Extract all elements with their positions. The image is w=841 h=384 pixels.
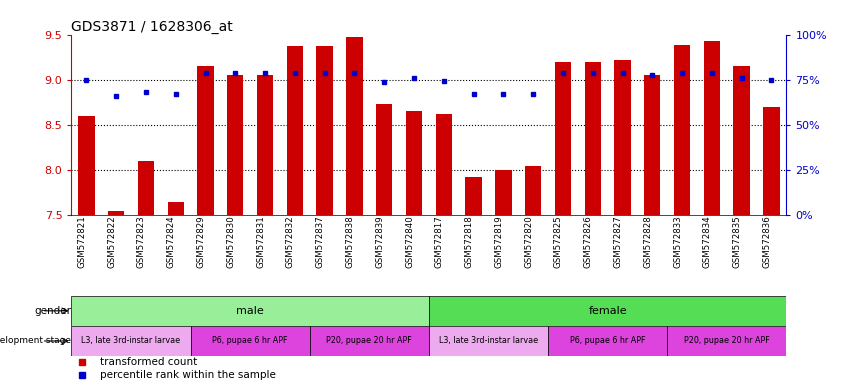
Bar [78,116,94,215]
Text: P6, pupae 6 hr APF: P6, pupae 6 hr APF [570,336,645,346]
Text: GSM572840: GSM572840 [405,215,414,268]
Text: GSM572823: GSM572823 [137,215,146,268]
Text: GSM572826: GSM572826 [584,215,593,268]
Text: P20, pupae 20 hr APF: P20, pupae 20 hr APF [326,336,412,346]
Bar [429,296,786,326]
Text: GSM572824: GSM572824 [167,215,176,268]
Text: GSM572829: GSM572829 [197,215,205,268]
Bar [287,46,303,215]
Bar [429,326,548,356]
Text: percentile rank within the sample: percentile rank within the sample [100,370,276,380]
Bar [704,41,720,215]
Text: GSM572833: GSM572833 [673,215,682,268]
Text: GSM572828: GSM572828 [643,215,653,268]
Text: GSM572827: GSM572827 [614,215,622,268]
Bar [733,66,750,215]
Text: transformed count: transformed count [100,357,198,367]
Bar [667,326,786,356]
Bar [167,202,184,215]
Text: L3, late 3rd-instar larvae: L3, late 3rd-instar larvae [439,336,538,346]
Text: P6, pupae 6 hr APF: P6, pupae 6 hr APF [213,336,288,346]
Text: GSM572839: GSM572839 [375,215,384,268]
Bar [346,37,362,215]
Text: GDS3871 / 1628306_at: GDS3871 / 1628306_at [71,20,233,33]
Text: GSM572820: GSM572820 [524,215,533,268]
Text: GSM572817: GSM572817 [435,215,444,268]
Text: male: male [236,306,264,316]
Text: GSM572830: GSM572830 [226,215,235,268]
Text: GSM572819: GSM572819 [495,215,504,268]
Bar [406,111,422,215]
Bar [644,75,660,215]
Bar [674,45,690,215]
Text: L3, late 3rd-instar larvae: L3, late 3rd-instar larvae [82,336,181,346]
Bar [138,161,154,215]
Bar [436,114,452,215]
Text: gender: gender [34,306,71,316]
Bar [584,62,601,215]
Bar [525,166,542,215]
Text: female: female [589,306,627,316]
Bar [548,326,667,356]
Text: GSM572835: GSM572835 [733,215,742,268]
Bar [309,326,429,356]
Text: GSM572832: GSM572832 [286,215,295,268]
Bar [614,60,631,215]
Text: GSM572825: GSM572825 [554,215,563,268]
Bar [316,46,333,215]
Text: GSM572834: GSM572834 [703,215,711,268]
Text: GSM572837: GSM572837 [315,215,325,268]
Text: GSM572821: GSM572821 [77,215,87,268]
Bar [465,177,482,215]
Text: GSM572831: GSM572831 [257,215,265,268]
Text: GSM572836: GSM572836 [763,215,771,268]
Text: development stage: development stage [0,336,71,346]
Bar [227,75,244,215]
Bar [495,170,511,215]
Text: GSM572838: GSM572838 [346,215,354,268]
Bar [198,66,214,215]
Bar [376,104,393,215]
Text: GSM572822: GSM572822 [107,215,116,268]
Text: GSM572818: GSM572818 [464,215,473,268]
Bar [71,326,191,356]
Bar [108,211,124,215]
Bar [764,107,780,215]
Bar [555,62,571,215]
Bar [71,296,429,326]
Text: P20, pupae 20 hr APF: P20, pupae 20 hr APF [684,336,770,346]
Bar [191,326,309,356]
Bar [257,75,273,215]
